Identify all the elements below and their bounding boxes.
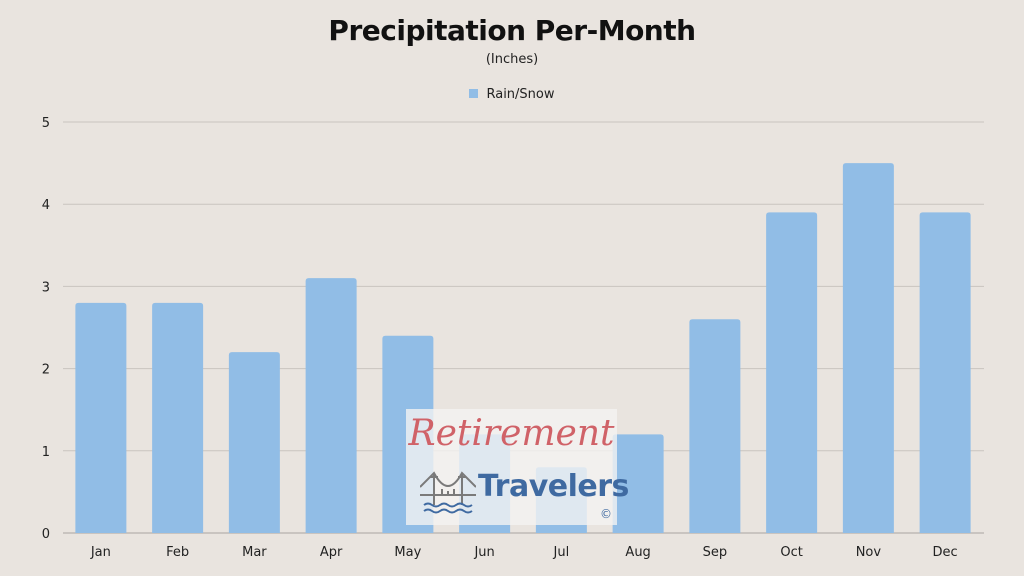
y-tick-label: 2: [42, 363, 50, 378]
x-tick-label: Jul: [553, 545, 570, 560]
x-tick-label: Feb: [166, 545, 189, 560]
watermark-logo: Retirement Travelers ©: [406, 409, 629, 525]
x-tick-label: Oct: [780, 545, 802, 560]
x-tick-label: Sep: [703, 545, 728, 560]
x-tick-label: Dec: [933, 545, 958, 560]
bar: [919, 212, 971, 534]
bar: [152, 302, 204, 533]
bar: [842, 163, 894, 533]
x-tick-label: Apr: [320, 545, 343, 560]
watermark-line2: Travelers: [478, 469, 629, 504]
bar: [305, 278, 357, 533]
bar: [766, 212, 818, 534]
x-tick-label: Nov: [856, 545, 882, 560]
x-tick-label: Aug: [625, 545, 650, 560]
bar: [689, 319, 741, 533]
y-tick-label: 4: [42, 198, 50, 213]
copyright-mark: ©: [600, 507, 612, 521]
legend-swatch: [469, 89, 479, 98]
chart-subtitle: (Inches): [485, 52, 539, 67]
x-tick-label: May: [394, 545, 421, 560]
y-tick-label: 1: [42, 445, 50, 460]
legend: Rain/Snow: [0, 87, 1024, 102]
bar: [228, 352, 280, 533]
watermark-line1: Retirement: [408, 413, 615, 454]
y-tick-label: 5: [42, 116, 50, 131]
bar: [612, 434, 664, 533]
x-tick-label: Mar: [242, 545, 267, 560]
x-tick-label: Jun: [473, 545, 494, 560]
y-tick-label: 0: [42, 527, 50, 542]
bridge-icon: [420, 471, 476, 514]
bar: [75, 302, 127, 533]
legend-label: Rain/Snow: [486, 87, 555, 102]
chart-title: Precipitation Per-Month: [328, 14, 696, 47]
y-tick-label: 3: [42, 280, 50, 295]
x-tick-label: Jan: [90, 545, 111, 560]
